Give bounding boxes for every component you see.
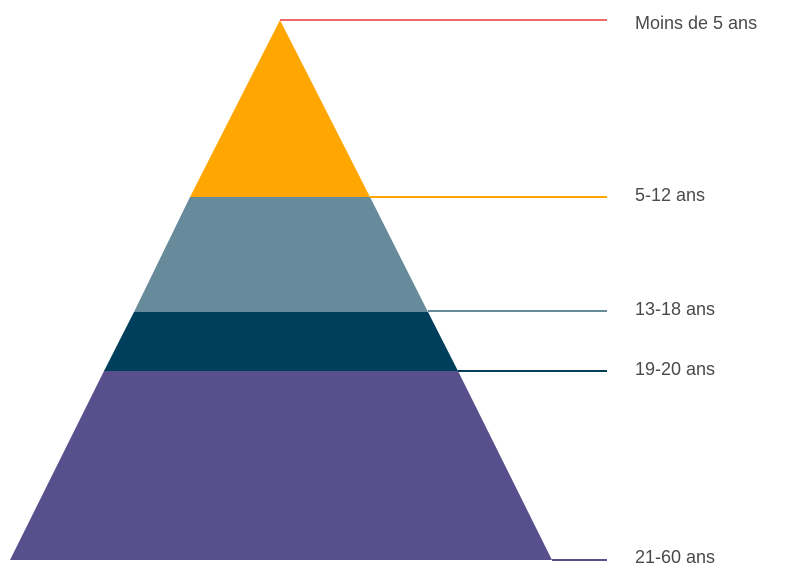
label-21-60: 21-60 ans [635,547,716,567]
pyramid-segment-13-18 [104,312,458,371]
label-19-20: 19-20 ans [635,359,716,379]
pyramid-segment-19-60 [10,371,552,560]
label-13-18: 13-18 ans [635,299,716,319]
pyramid-segment-under-5 [190,20,370,197]
label-under-5: Moins de 5 ans [635,13,758,33]
label-5-12: 5-12 ans [635,185,706,205]
pyramid-segment-5-12 [134,197,428,312]
